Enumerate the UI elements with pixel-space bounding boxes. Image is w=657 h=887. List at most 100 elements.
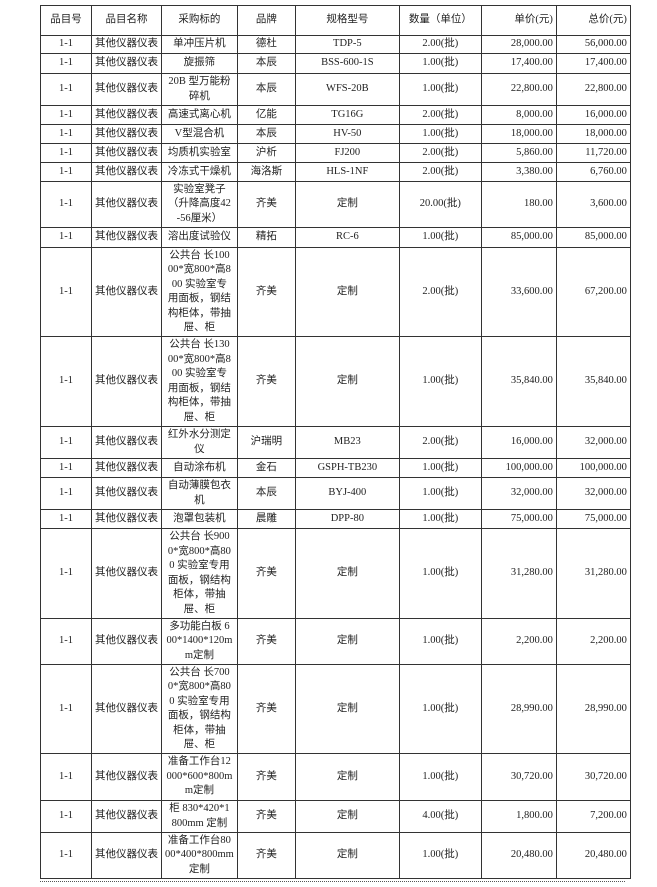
cell-item-name: 其他仪器仪表 — [91, 143, 162, 163]
cell-quantity: 1.00(批) — [398, 227, 482, 248]
cell-unit-price: 22,800.00 — [480, 73, 557, 106]
table-row: 1-1 其他仪器仪表 自动涂布机 金石 GSPH-TB230 1.00(批) 100,000… — [40, 458, 631, 478]
cell-unit-price: 16,000.00 — [480, 426, 557, 459]
cell-target: 红外水分测定 仪 — [161, 426, 238, 459]
cell-total-price: 31,280.00 — [555, 528, 631, 619]
cell-target: 自动涂布机 — [161, 458, 238, 478]
cell-quantity: 2.00(批) — [398, 426, 482, 459]
cell-item-name: 其他仪器仪表 — [91, 124, 162, 144]
cell-item-no: 1-1 — [40, 528, 92, 619]
cell-model: BSS-600-1S — [294, 53, 400, 74]
table-row: 1-1 其他仪器仪表 公共台 长900 0*宽800*高80 0 实验室专用 面板，… — [40, 528, 631, 619]
table-row: 1-1 其他仪器仪表 多功能白板 6 00*1400*120m m定制 齐美 定制 1.0… — [40, 618, 631, 665]
table-row: 1-1 其他仪器仪表 旋振筛 本辰 BSS-600-1S 1.00(批) 17,400.00… — [40, 53, 631, 74]
cell-total-price: 16,000.00 — [555, 105, 631, 125]
table-row: 1-1 其他仪器仪表柜 830*420*1 800mm 定制 齐美 定制 4.00(批)… — [40, 800, 631, 833]
cell-item-name: 其他仪器仪表 — [91, 247, 162, 337]
cell-unit-price: 2,200.00 — [480, 618, 557, 665]
cell-target: 单冲压片机 — [161, 35, 238, 54]
table-row: 1-1 其他仪器仪表 20B 型万能粉 碎机 本辰 WFS-20B 1.00(批) 22,8… — [40, 73, 631, 106]
cell-total-price: 85,000.00 — [555, 227, 631, 248]
cell-item-name: 其他仪器仪表 — [91, 53, 162, 74]
cell-brand: 齐美 — [236, 618, 296, 665]
cell-item-name: 其他仪器仪表 — [91, 426, 162, 459]
cell-item-name: 其他仪器仪表 — [91, 73, 162, 106]
table-continuation-border — [40, 881, 625, 886]
cell-unit-price: 75,000.00 — [480, 509, 557, 529]
cell-item-no: 1-1 — [40, 143, 92, 163]
cell-model: 定制 — [294, 832, 400, 879]
cell-model: BYJ-400 — [294, 477, 400, 510]
cell-quantity: 20.00(批) — [398, 181, 482, 228]
cell-item-name: 其他仪器仪表 — [91, 477, 162, 510]
cell-unit-price: 32,000.00 — [480, 477, 557, 510]
table-row: 1-1 其他仪器仪表 V型混合机 本辰 HV-50 1.00(批) 18,000.00 18,… — [40, 124, 631, 144]
cell-target: 自动薄膜包衣 机 — [161, 477, 238, 510]
cell-unit-price: 33,600.00 — [480, 247, 557, 337]
cell-unit-price: 100,000.00 — [480, 458, 557, 478]
cell-item-name: 其他仪器仪表 — [91, 105, 162, 125]
cell-model: MB23 — [294, 426, 400, 459]
cell-quantity: 2.00(批) — [398, 105, 482, 125]
cell-brand: 沪析 — [236, 143, 296, 163]
table-row: 1-1 其他仪器仪表 准备工作台80 00*400*800mm 定制 齐美 定制 1.00… — [40, 832, 631, 879]
cell-brand: 本辰 — [236, 53, 296, 74]
cell-item-no: 1-1 — [40, 832, 92, 879]
cell-item-name: 其他仪器仪表 — [91, 227, 162, 248]
cell-total-price: 17,400.00 — [555, 53, 631, 74]
cell-total-price: 30,720.00 — [555, 753, 631, 801]
cell-model: GSPH-TB230 — [294, 458, 400, 478]
cell-model: 定制 — [294, 181, 400, 228]
cell-item-no: 1-1 — [40, 753, 92, 801]
cell-model: DPP-80 — [294, 509, 400, 529]
header-quantity: 数量（单位） — [398, 5, 482, 36]
cell-brand: 齐美 — [236, 528, 296, 619]
table-row: 1-1 其他仪器仪表 公共台 长700 0*宽800*高80 0 实验室专用 面板，… — [40, 664, 631, 754]
cell-unit-price: 28,000.00 — [480, 35, 557, 54]
cell-item-name: 其他仪器仪表 — [91, 35, 162, 54]
cell-target: 公共台 长100 00*宽800*高8 00 实验室专 用面板，钢结 构柜体，带… — [161, 247, 238, 337]
cell-target: 溶出度试验仪 — [161, 227, 238, 248]
cell-brand: 金石 — [236, 458, 296, 478]
table-header-row: 品目号 品目名称 采购标的 品牌 规格型号 数量（单位） 单价(元) 总价(元) — [40, 5, 631, 36]
cell-model: 定制 — [294, 247, 400, 337]
cell-item-no: 1-1 — [40, 227, 92, 248]
cell-total-price: 7,200.00 — [555, 800, 631, 833]
table-row: 1-1 其他仪器仪表 红外水分测定 仪沪瑞明 MB23 2.00(批) 16,000.00… — [40, 426, 631, 459]
cell-brand: 德杜 — [236, 35, 296, 54]
cell-brand: 精拓 — [236, 227, 296, 248]
cell-target: V型混合机 — [161, 124, 238, 144]
cell-model: TG16G — [294, 105, 400, 125]
cell-total-price: 32,000.00 — [555, 477, 631, 510]
cell-item-no: 1-1 — [40, 458, 92, 478]
cell-target: 公共台 长130 00*宽800*高8 00 实验室专 用面板，钢结 构柜体，带… — [161, 336, 238, 427]
cell-model: TDP-5 — [294, 35, 400, 54]
cell-unit-price: 18,000.00 — [480, 124, 557, 144]
table-row: 1-1 其他仪器仪表 实验室凳子 （升降高度42 -56厘米） 齐美 定制 20.00(批… — [40, 181, 631, 228]
cell-total-price: 2,200.00 — [555, 618, 631, 665]
cell-item-no: 1-1 — [40, 124, 92, 144]
cell-unit-price: 5,860.00 — [480, 143, 557, 163]
header-unit-price: 单价(元) — [480, 5, 557, 36]
cell-total-price: 11,720.00 — [555, 143, 631, 163]
cell-item-name: 其他仪器仪表 — [91, 181, 162, 228]
cell-target: 20B 型万能粉 碎机 — [161, 73, 238, 106]
cell-target: 均质机实验室 — [161, 143, 238, 163]
cell-quantity: 1.00(批) — [398, 832, 482, 879]
cell-target: 准备工作台80 00*400*800mm 定制 — [161, 832, 238, 879]
cell-unit-price: 28,990.00 — [480, 664, 557, 754]
cell-item-no: 1-1 — [40, 53, 92, 74]
cell-model: HLS-1NF — [294, 162, 400, 182]
cell-total-price: 6,760.00 — [555, 162, 631, 182]
cell-unit-price: 17,400.00 — [480, 53, 557, 74]
table-row: 1-1 其他仪器仪表 单冲压片机 德杜 TDP-5 2.00(批) 28,000.00 56,… — [40, 35, 631, 54]
cell-brand: 本辰 — [236, 124, 296, 144]
cell-total-price: 3,600.00 — [555, 181, 631, 228]
table-row: 1-1 其他仪器仪表 公共台 长130 00*宽800*高8 00 实验室专 用面板… — [40, 336, 631, 427]
cell-target: 泡罩包装机 — [161, 509, 238, 529]
header-brand: 品牌 — [236, 5, 296, 36]
cell-unit-price: 3,380.00 — [480, 162, 557, 182]
cell-item-name: 其他仪器仪表 — [91, 458, 162, 478]
cell-item-name: 其他仪器仪表 — [91, 753, 162, 801]
cell-quantity: 2.00(批) — [398, 35, 482, 54]
